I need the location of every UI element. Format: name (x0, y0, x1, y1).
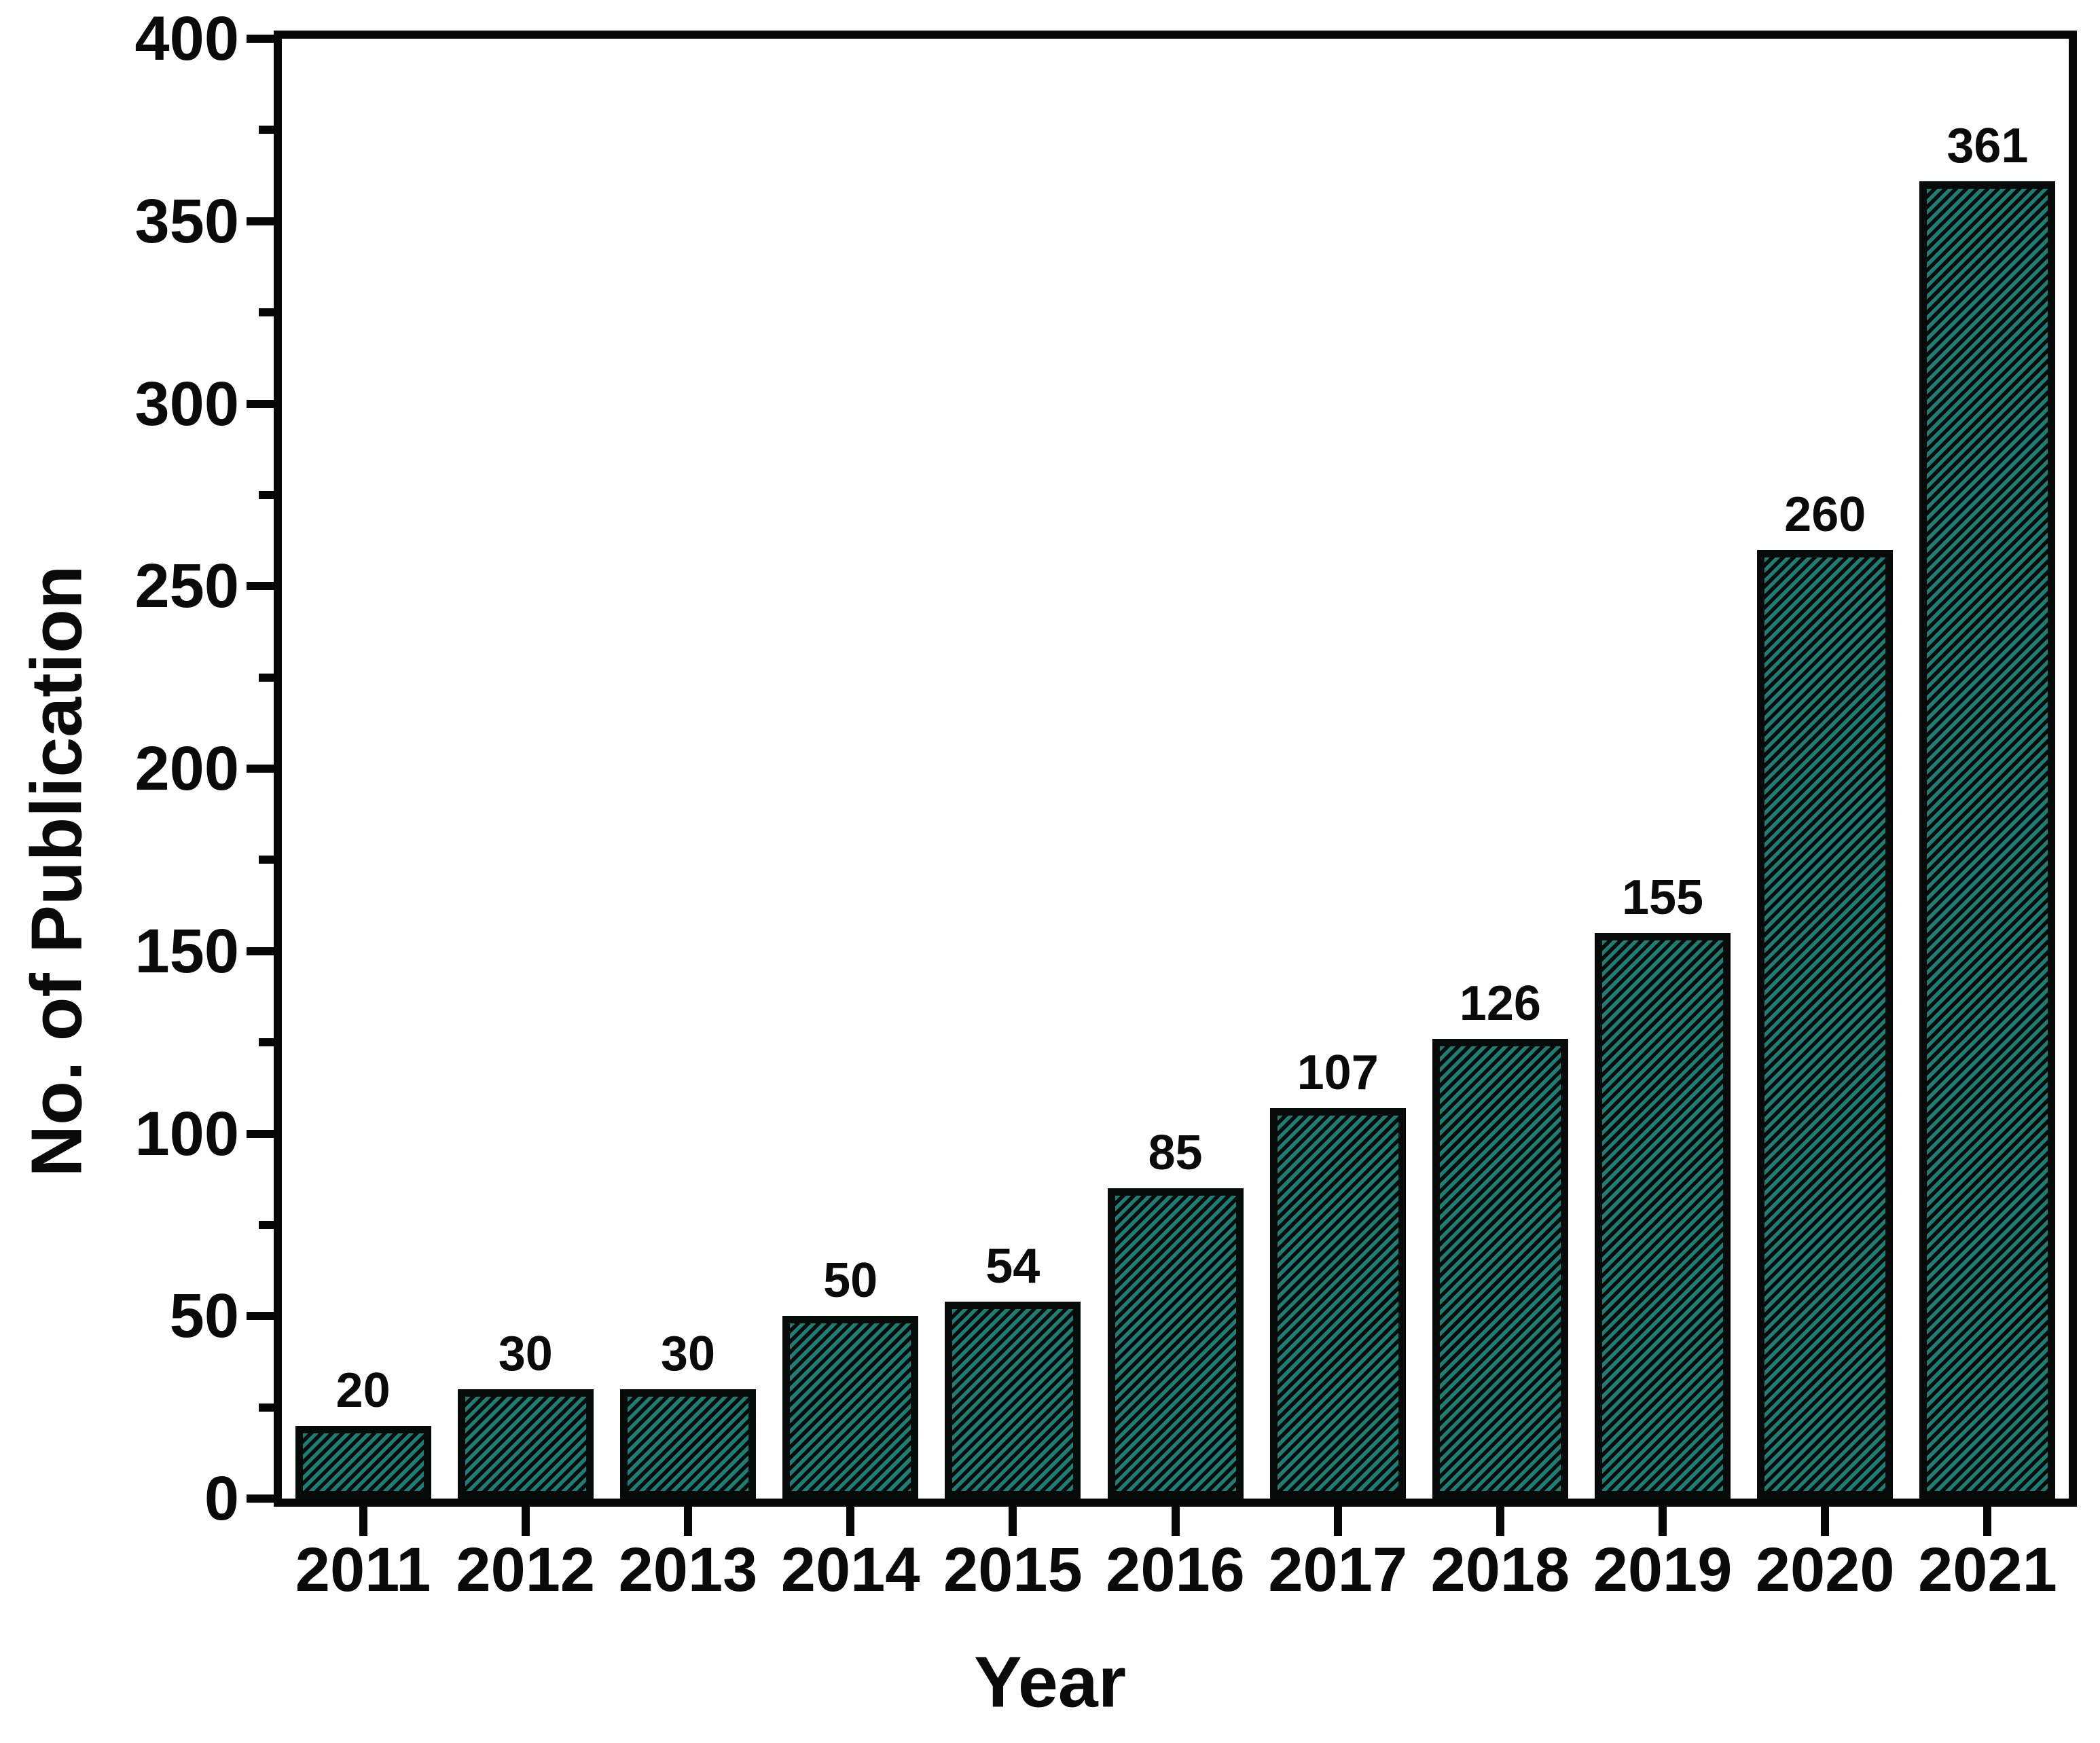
bar-2011 (295, 1425, 431, 1499)
bar-value-label: 54 (985, 1239, 1040, 1294)
y-tick-label: 200 (134, 734, 240, 803)
y-major-tick (247, 399, 278, 408)
bar-2019 (1595, 932, 1731, 1499)
y-minor-tick (259, 1038, 278, 1047)
y-tick-label: 300 (134, 369, 240, 439)
y-minor-tick (259, 856, 278, 864)
x-major-tick (359, 1505, 367, 1536)
bar-2017 (1269, 1107, 1406, 1499)
x-major-tick (1821, 1505, 1830, 1536)
x-major-tick (846, 1505, 855, 1536)
x-major-tick (1983, 1505, 1992, 1536)
bar-value-label: 85 (1148, 1126, 1203, 1181)
y-tick-label: 400 (134, 4, 240, 73)
y-major-tick (247, 582, 278, 591)
bar-value-label: 260 (1784, 487, 1866, 542)
x-major-tick (683, 1505, 692, 1536)
x-tick-label: 2018 (1430, 1535, 1570, 1604)
x-tick-label: 2019 (1593, 1535, 1733, 1604)
bar-value-label: 107 (1297, 1045, 1379, 1100)
y-major-tick (247, 765, 278, 773)
x-tick-label: 2016 (1106, 1535, 1245, 1604)
x-major-tick (521, 1505, 530, 1536)
y-major-tick (247, 1312, 278, 1321)
bar-value-label: 30 (660, 1326, 715, 1381)
bar-2015 (945, 1301, 1081, 1499)
x-tick-label: 2015 (943, 1535, 1083, 1604)
bar-value-label: 50 (823, 1253, 878, 1308)
y-major-tick (247, 1494, 278, 1503)
bar-value-label: 20 (336, 1363, 391, 1418)
x-tick-label: 2013 (618, 1535, 758, 1604)
y-major-tick (247, 947, 278, 955)
bar-value-label: 126 (1459, 976, 1541, 1031)
y-minor-tick (259, 1403, 278, 1412)
bar-2012 (457, 1389, 594, 1499)
y-minor-tick (259, 490, 278, 499)
bar-2020 (1757, 549, 1894, 1499)
y-axis-title: No. of Publication (16, 565, 97, 1177)
bar-2018 (1432, 1038, 1568, 1499)
x-tick-label: 2017 (1268, 1535, 1408, 1604)
x-major-tick (1009, 1505, 1017, 1536)
x-tick-label: 2020 (1755, 1535, 1895, 1604)
x-major-tick (1496, 1505, 1504, 1536)
y-minor-tick (259, 1220, 278, 1229)
x-tick-label: 2011 (295, 1535, 431, 1604)
y-minor-tick (259, 126, 278, 134)
x-tick-label: 2021 (1918, 1535, 2057, 1604)
bar-value-label: 361 (1947, 118, 2029, 173)
bar-2021 (1919, 181, 2056, 1499)
bar-2014 (782, 1316, 919, 1499)
y-tick-label: 50 (169, 1281, 239, 1351)
bar-value-label: 30 (498, 1326, 553, 1381)
x-major-tick (1171, 1505, 1180, 1536)
y-tick-label: 100 (134, 1099, 240, 1169)
y-major-tick (247, 35, 278, 43)
y-tick-label: 0 (204, 1464, 239, 1533)
y-minor-tick (259, 673, 278, 682)
bar-2013 (619, 1389, 756, 1499)
y-tick-label: 250 (134, 551, 240, 621)
y-tick-label: 150 (134, 916, 240, 986)
bar-2016 (1107, 1188, 1244, 1499)
y-major-tick (247, 1129, 278, 1138)
y-major-tick (247, 217, 278, 225)
x-axis-title: Year (973, 1642, 1127, 1723)
x-major-tick (1659, 1505, 1667, 1536)
x-major-tick (1333, 1505, 1342, 1536)
y-minor-tick (259, 308, 278, 317)
y-tick-label: 350 (134, 186, 240, 256)
bar-value-label: 155 (1621, 870, 1704, 925)
x-tick-label: 2014 (780, 1535, 920, 1604)
x-tick-label: 2012 (456, 1535, 596, 1604)
